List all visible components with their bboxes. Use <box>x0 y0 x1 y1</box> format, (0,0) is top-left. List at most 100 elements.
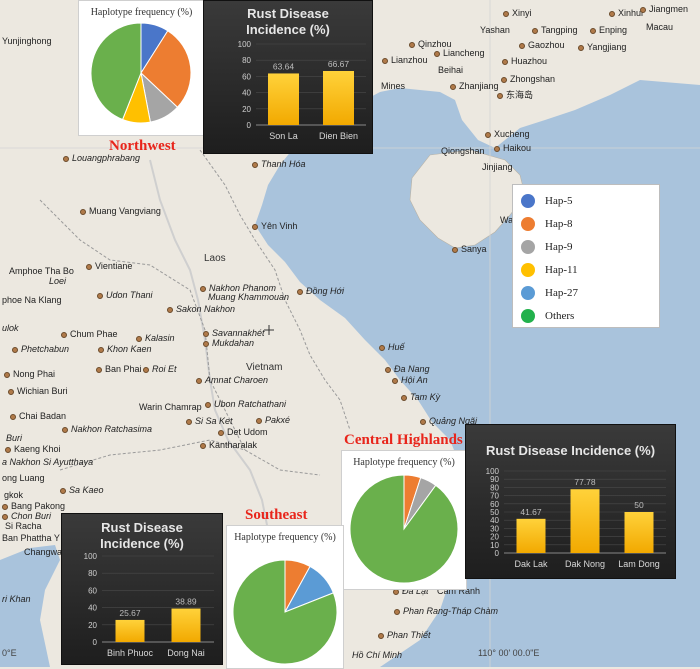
place-label: Huế <box>379 343 405 352</box>
place-label: ri Khan <box>2 594 31 604</box>
bar-lam-dong <box>624 512 654 553</box>
legend-item: Hap-8 <box>521 216 573 232</box>
place-label: Ban Phai <box>96 365 142 374</box>
legend-label: Hap-8 <box>545 218 573 230</box>
hainan-island <box>409 149 526 249</box>
y-tick-label: 20 <box>490 533 499 542</box>
pie-svg <box>349 474 459 584</box>
y-tick-label: 60 <box>242 72 251 81</box>
place-label: Yashan <box>480 25 510 35</box>
bar-dak-nong <box>570 489 600 553</box>
place-label: Yên Vinh <box>252 222 297 231</box>
place-label: Tam Kỳ <box>401 393 440 402</box>
place-label: Udon Thani <box>97 291 153 300</box>
legend-item: Others <box>521 308 574 324</box>
place-label: Bang Pakong <box>2 502 65 511</box>
pie-slice-others <box>349 474 459 584</box>
legend-label: Hap-5 <box>545 195 573 207</box>
leizhou-peninsula <box>470 92 500 138</box>
y-tick-label: 100 <box>238 40 252 49</box>
place-label: Liancheng <box>434 49 485 58</box>
place-label: Hồ Chí Minh <box>352 650 403 660</box>
border-laos-vietnam <box>199 149 351 431</box>
bar-dien-bien <box>323 70 354 125</box>
place-label: Muang Khammouan <box>208 292 290 302</box>
x-tick-label: Dong Nai <box>167 648 205 658</box>
place-label: Huazhou <box>502 57 547 66</box>
country-label-vietnam: Vietnam <box>246 362 283 373</box>
y-tick-label: 0 <box>93 638 98 647</box>
gulf-of-thailand <box>0 545 60 667</box>
y-tick-label: 60 <box>88 586 97 595</box>
place-label: Roi Et <box>143 365 177 374</box>
place-label: Haikou <box>494 144 531 153</box>
place-label: Sakon Nakhon <box>167 305 235 314</box>
place-label: Changwa <box>24 547 63 557</box>
place-label: Yunjinghong <box>2 36 52 46</box>
place-label: Si Racha <box>5 521 42 531</box>
place-label: Xucheng <box>485 130 530 139</box>
place-label: Lianzhou <box>382 56 428 65</box>
place-label: Nong Phai <box>4 370 55 379</box>
place-label: Ubon Ratchathani <box>205 400 286 409</box>
y-tick-label: 0 <box>495 549 500 558</box>
region-label-southeast: Southeast <box>245 507 308 523</box>
place-label: Cam Ranh <box>437 586 481 596</box>
bar-title: Rust Disease Incidence (%) <box>485 443 656 458</box>
pie-slice-hap-8 <box>140 30 192 108</box>
place-label: 东海岛 <box>497 91 533 100</box>
place-label: Xinyi <box>503 9 532 18</box>
place-label: Qiongshan <box>441 146 485 156</box>
bar-chart-central-highlands: Rust Disease Incidence (%) 0 10 20 30 40 50 60… <box>465 424 676 579</box>
legend-swatch <box>521 217 535 231</box>
region-label-central-highlands: Central Highlands <box>344 432 463 448</box>
pie-slice-others <box>90 22 142 121</box>
place-label: Nakhon Phanom <box>200 284 276 293</box>
place-label: ong Luang <box>2 473 45 483</box>
place-label: Thanh Hóa <box>252 160 306 169</box>
y-tick-label: 90 <box>490 475 499 484</box>
place-label: Chum Phae <box>61 330 118 339</box>
place-label: Warin Chamrap <box>139 402 202 412</box>
place-label: Khon Kaen <box>98 345 152 354</box>
place-label: phoe Na Klang <box>2 295 62 305</box>
place-label: Beihai <box>438 65 464 75</box>
y-tick-label: 30 <box>490 524 499 533</box>
place-label: Phetchabun <box>12 345 69 354</box>
legend-label: Hap-11 <box>545 264 578 276</box>
place-label: Louangphrabang <box>63 154 140 163</box>
data-label: 77.78 <box>574 477 596 487</box>
pie-chart-northwest: Haplotype frequency (%) <box>78 0 205 136</box>
place-label: gkok <box>4 490 24 500</box>
y-tick-label: 50 <box>490 508 499 517</box>
x-tick-label: Lam Dong <box>618 559 660 569</box>
data-label: 38.89 <box>175 597 197 607</box>
pie-title: Haplotype frequency (%) <box>353 457 455 468</box>
legend-swatch <box>521 194 535 208</box>
y-tick-label: 100 <box>84 552 98 561</box>
place-label: Buri <box>6 433 23 443</box>
bar-chart-northwest: Rust Disease Incidence (%) 0 20 40 60 80 100 6… <box>203 0 373 154</box>
place-label: Đa Nang <box>385 365 430 374</box>
x-tick-label: Binh Phuoc <box>107 648 154 658</box>
x-tick-label: Dak Nong <box>565 559 605 569</box>
place-label: Chon Buri <box>2 512 51 521</box>
place-label: Sa Kaeo <box>60 486 104 495</box>
y-tick-label: 20 <box>242 105 251 114</box>
y-tick-label: 0 <box>247 121 252 130</box>
pie-title: Haplotype frequency (%) <box>234 532 336 543</box>
place-label: Amnat Charoen <box>196 376 268 385</box>
pie-chart-central-highlands: Haplotype frequency (%) <box>341 450 467 590</box>
place-label: Vientiane <box>86 262 132 271</box>
y-tick-label: 20 <box>88 621 97 630</box>
place-label: Muang Vangviang <box>80 207 161 216</box>
y-tick-label: 80 <box>242 56 251 65</box>
legend-label: Hap-9 <box>545 241 573 253</box>
place-label: Savannakhét <box>203 329 265 338</box>
place-label: Loei <box>49 276 67 286</box>
legend-swatch <box>521 263 535 277</box>
place-label: Xinhui <box>609 9 643 18</box>
place-label: Enping <box>590 26 627 35</box>
bar-chart-southeast: Rust Disease Incidence (%) 0 20 40 60 80 100 2… <box>61 513 223 665</box>
